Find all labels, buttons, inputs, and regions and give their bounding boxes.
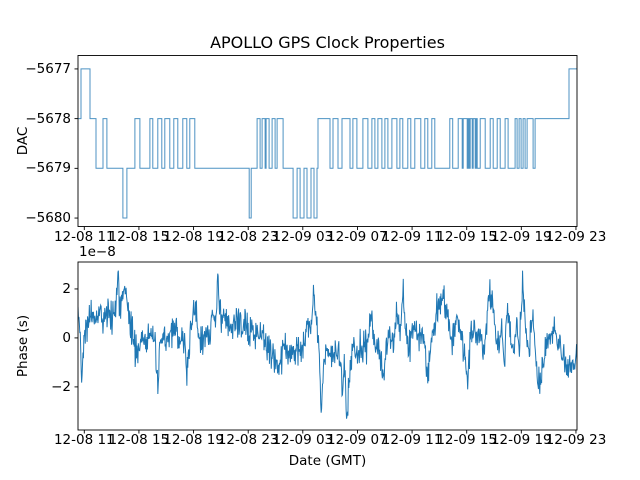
dac-y-axis-label: DAC bbox=[15, 126, 31, 156]
x-tick-label: 12-09 19 bbox=[490, 229, 552, 245]
dac-y-tick-label: −5679 bbox=[25, 160, 71, 177]
x-tick-label: 12-08 23 bbox=[217, 432, 279, 448]
phase-y-tick-label: 0 bbox=[62, 329, 71, 346]
x-tick-label: 12-09 03 bbox=[272, 229, 334, 245]
x-tick-label: 12-09 23 bbox=[545, 432, 607, 448]
dac-y-tick-label: −5677 bbox=[25, 60, 71, 77]
phase-offset-text: 1e−8 bbox=[79, 244, 116, 260]
phase-y-tick-label: −2 bbox=[51, 378, 71, 395]
x-tick-label: 12-09 23 bbox=[545, 229, 607, 245]
x-tick-label: 12-09 03 bbox=[272, 432, 334, 448]
x-tick-label: 12-09 15 bbox=[436, 229, 498, 245]
phase-y-axis-label: Phase (s) bbox=[15, 314, 31, 378]
x-axis-label: Date (GMT) bbox=[288, 453, 367, 469]
phase-line bbox=[78, 270, 577, 419]
x-tick-label: 12-08 15 bbox=[108, 432, 170, 448]
x-tick-label: 12-08 11 bbox=[53, 432, 115, 448]
x-tick-label: 12-08 11 bbox=[53, 229, 115, 245]
dac-axes-frame bbox=[77, 55, 578, 227]
x-tick-label: 12-08 19 bbox=[163, 229, 224, 245]
phase-y-tick-label: 2 bbox=[62, 280, 71, 297]
x-tick-label: 12-08 15 bbox=[108, 229, 170, 245]
dac-step-line bbox=[78, 68, 577, 219]
phase-axes-frame bbox=[77, 261, 578, 431]
chart-title: APOLLO GPS Clock Properties bbox=[210, 33, 445, 52]
dac-y-tick-label: −5680 bbox=[25, 210, 71, 226]
x-tick-label: 12-09 15 bbox=[436, 432, 498, 448]
x-tick-label: 12-09 11 bbox=[381, 229, 443, 245]
x-tick-label: 12-08 19 bbox=[163, 432, 224, 448]
dac-y-tick-label: −5678 bbox=[25, 110, 71, 127]
x-tick-label: 12-08 23 bbox=[217, 229, 279, 245]
x-tick-label: 12-09 07 bbox=[327, 229, 388, 245]
x-tick-label: 12-09 07 bbox=[327, 432, 388, 448]
x-tick-label: 12-09 11 bbox=[381, 432, 443, 448]
x-tick-label: 12-09 19 bbox=[490, 432, 552, 448]
